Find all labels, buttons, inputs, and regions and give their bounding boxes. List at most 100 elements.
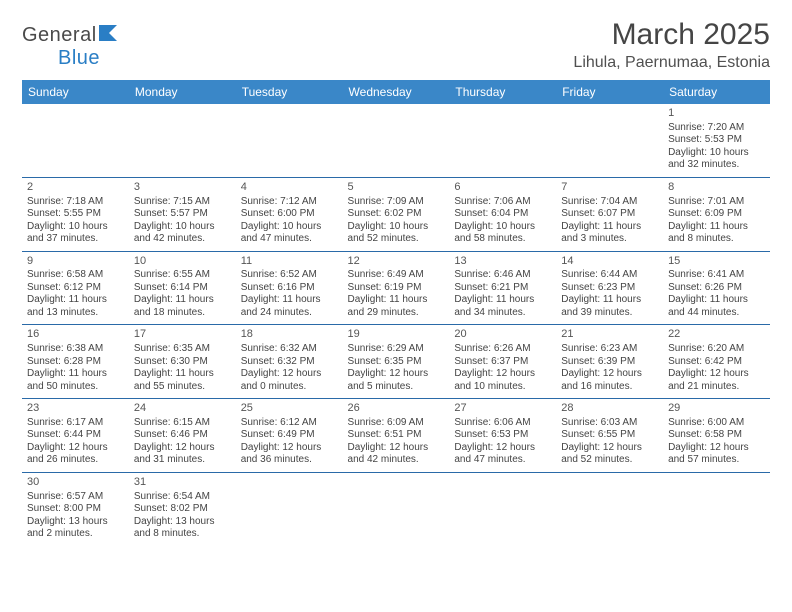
day-number: 30 [27, 476, 124, 490]
daylight-line: Daylight: 11 hours and 55 minutes. [134, 368, 231, 393]
sunset-line: Sunset: 6:55 PM [561, 429, 658, 442]
calendar-cell-empty [236, 472, 343, 545]
day-number: 13 [454, 255, 551, 269]
daylight-line: Daylight: 13 hours and 8 minutes. [134, 516, 231, 541]
sunset-line: Sunset: 6:00 PM [241, 208, 338, 221]
calendar-cell: 10Sunrise: 6:55 AMSunset: 6:14 PMDayligh… [129, 251, 236, 325]
calendar-cell: 8Sunrise: 7:01 AMSunset: 6:09 PMDaylight… [663, 177, 770, 251]
daylight-line: Daylight: 11 hours and 39 minutes. [561, 294, 658, 319]
calendar-cell: 5Sunrise: 7:09 AMSunset: 6:02 PMDaylight… [343, 177, 450, 251]
daylight-line: Daylight: 11 hours and 24 minutes. [241, 294, 338, 319]
day-number: 11 [241, 255, 338, 269]
calendar-cell: 23Sunrise: 6:17 AMSunset: 6:44 PMDayligh… [22, 399, 129, 473]
calendar-body: 1Sunrise: 7:20 AMSunset: 5:53 PMDaylight… [22, 104, 770, 546]
sunrise-line: Sunrise: 6:52 AM [241, 269, 338, 282]
daylight-line: Daylight: 12 hours and 47 minutes. [454, 442, 551, 467]
calendar-cell: 16Sunrise: 6:38 AMSunset: 6:28 PMDayligh… [22, 325, 129, 399]
day-number: 28 [561, 402, 658, 416]
calendar-cell: 19Sunrise: 6:29 AMSunset: 6:35 PMDayligh… [343, 325, 450, 399]
daylight-line: Daylight: 10 hours and 42 minutes. [134, 221, 231, 246]
calendar-row: 16Sunrise: 6:38 AMSunset: 6:28 PMDayligh… [22, 325, 770, 399]
daylight-line: Daylight: 11 hours and 13 minutes. [27, 294, 124, 319]
sunrise-line: Sunrise: 6:20 AM [668, 343, 765, 356]
title-block: March 2025 Lihula, Paernumaa, Estonia [573, 18, 770, 72]
day-number: 26 [348, 402, 445, 416]
calendar-cell: 24Sunrise: 6:15 AMSunset: 6:46 PMDayligh… [129, 399, 236, 473]
day-header: Friday [556, 80, 663, 104]
sunset-line: Sunset: 6:26 PM [668, 282, 765, 295]
day-number: 6 [454, 181, 551, 195]
day-header: Saturday [663, 80, 770, 104]
calendar-cell: 3Sunrise: 7:15 AMSunset: 5:57 PMDaylight… [129, 177, 236, 251]
calendar-cell: 4Sunrise: 7:12 AMSunset: 6:00 PMDaylight… [236, 177, 343, 251]
calendar-cell-empty [343, 472, 450, 545]
month-title: March 2025 [573, 18, 770, 52]
calendar-cell: 1Sunrise: 7:20 AMSunset: 5:53 PMDaylight… [663, 104, 770, 177]
day-number: 20 [454, 328, 551, 342]
calendar-cell: 6Sunrise: 7:06 AMSunset: 6:04 PMDaylight… [449, 177, 556, 251]
calendar-cell: 27Sunrise: 6:06 AMSunset: 6:53 PMDayligh… [449, 399, 556, 473]
calendar-cell: 21Sunrise: 6:23 AMSunset: 6:39 PMDayligh… [556, 325, 663, 399]
calendar-cell: 15Sunrise: 6:41 AMSunset: 6:26 PMDayligh… [663, 251, 770, 325]
sunset-line: Sunset: 6:35 PM [348, 356, 445, 369]
daylight-line: Daylight: 12 hours and 57 minutes. [668, 442, 765, 467]
daylight-line: Daylight: 11 hours and 34 minutes. [454, 294, 551, 319]
sunset-line: Sunset: 6:44 PM [27, 429, 124, 442]
sunrise-line: Sunrise: 7:15 AM [134, 196, 231, 209]
calendar-row: 9Sunrise: 6:58 AMSunset: 6:12 PMDaylight… [22, 251, 770, 325]
day-number: 10 [134, 255, 231, 269]
daylight-line: Daylight: 11 hours and 8 minutes. [668, 221, 765, 246]
day-number: 24 [134, 402, 231, 416]
sunrise-line: Sunrise: 7:20 AM [668, 122, 765, 135]
sunset-line: Sunset: 6:37 PM [454, 356, 551, 369]
calendar-cell-empty [236, 104, 343, 177]
calendar-cell: 28Sunrise: 6:03 AMSunset: 6:55 PMDayligh… [556, 399, 663, 473]
calendar-cell: 12Sunrise: 6:49 AMSunset: 6:19 PMDayligh… [343, 251, 450, 325]
sunrise-line: Sunrise: 7:04 AM [561, 196, 658, 209]
calendar-row: 1Sunrise: 7:20 AMSunset: 5:53 PMDaylight… [22, 104, 770, 177]
sunrise-line: Sunrise: 6:58 AM [27, 269, 124, 282]
sunset-line: Sunset: 6:53 PM [454, 429, 551, 442]
sunrise-line: Sunrise: 7:09 AM [348, 196, 445, 209]
sunrise-line: Sunrise: 6:49 AM [348, 269, 445, 282]
day-number: 5 [348, 181, 445, 195]
daylight-line: Daylight: 10 hours and 37 minutes. [27, 221, 124, 246]
logo: General Blue [22, 24, 121, 70]
sunset-line: Sunset: 6:49 PM [241, 429, 338, 442]
daylight-line: Daylight: 12 hours and 5 minutes. [348, 368, 445, 393]
daylight-line: Daylight: 12 hours and 10 minutes. [454, 368, 551, 393]
day-number: 27 [454, 402, 551, 416]
day-number: 19 [348, 328, 445, 342]
sunset-line: Sunset: 6:16 PM [241, 282, 338, 295]
daylight-line: Daylight: 12 hours and 26 minutes. [27, 442, 124, 467]
sunrise-line: Sunrise: 7:12 AM [241, 196, 338, 209]
day-number: 16 [27, 328, 124, 342]
day-number: 29 [668, 402, 765, 416]
sunset-line: Sunset: 6:32 PM [241, 356, 338, 369]
calendar-cell: 13Sunrise: 6:46 AMSunset: 6:21 PMDayligh… [449, 251, 556, 325]
calendar: SundayMondayTuesdayWednesdayThursdayFrid… [22, 80, 770, 546]
sunset-line: Sunset: 6:07 PM [561, 208, 658, 221]
calendar-cell-empty [663, 472, 770, 545]
daylight-line: Daylight: 10 hours and 58 minutes. [454, 221, 551, 246]
sunrise-line: Sunrise: 6:44 AM [561, 269, 658, 282]
calendar-cell-empty [22, 104, 129, 177]
sunset-line: Sunset: 6:14 PM [134, 282, 231, 295]
calendar-cell: 22Sunrise: 6:20 AMSunset: 6:42 PMDayligh… [663, 325, 770, 399]
day-number: 21 [561, 328, 658, 342]
day-number: 14 [561, 255, 658, 269]
daylight-line: Daylight: 12 hours and 31 minutes. [134, 442, 231, 467]
calendar-cell: 9Sunrise: 6:58 AMSunset: 6:12 PMDaylight… [22, 251, 129, 325]
sunset-line: Sunset: 5:55 PM [27, 208, 124, 221]
sunrise-line: Sunrise: 6:54 AM [134, 491, 231, 504]
calendar-cell: 17Sunrise: 6:35 AMSunset: 6:30 PMDayligh… [129, 325, 236, 399]
day-header: Thursday [449, 80, 556, 104]
sunset-line: Sunset: 6:58 PM [668, 429, 765, 442]
sunrise-line: Sunrise: 7:01 AM [668, 196, 765, 209]
day-number: 3 [134, 181, 231, 195]
calendar-cell: 25Sunrise: 6:12 AMSunset: 6:49 PMDayligh… [236, 399, 343, 473]
day-number: 18 [241, 328, 338, 342]
logo-text: General Blue [22, 24, 121, 70]
daylight-line: Daylight: 11 hours and 3 minutes. [561, 221, 658, 246]
logo-text-1: General [22, 24, 97, 46]
